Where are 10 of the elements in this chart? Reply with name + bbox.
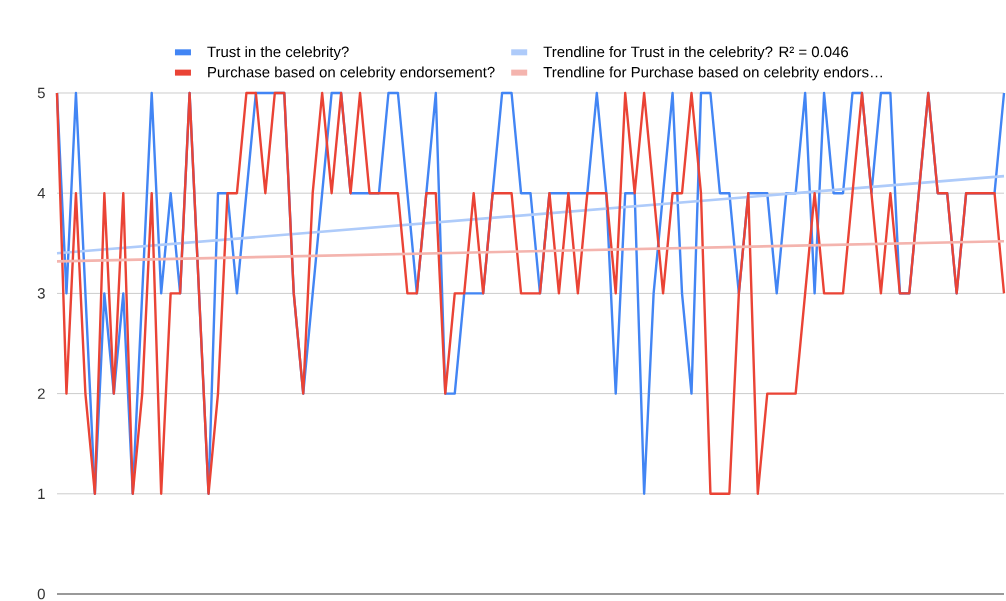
- y-tick-label: 5: [37, 87, 45, 99]
- legend-label: Purchase based on celebrity endorsement?: [208, 66, 495, 81]
- legend-label: Trust in the celebrity?: [207, 46, 349, 61]
- y-tick-label: 1: [38, 488, 45, 499]
- y-tick-label: 2: [37, 388, 45, 399]
- legend-label: Trendline for Purchase based on celebrity endors…: [543, 66, 882, 81]
- y-tick-label: 4: [37, 188, 46, 199]
- y-tick-label: 3: [37, 288, 45, 299]
- y-tick-label: 0: [37, 588, 45, 600]
- legend-label: Trendline for Trust in the celebrity? R² = 0.046: [543, 46, 849, 61]
